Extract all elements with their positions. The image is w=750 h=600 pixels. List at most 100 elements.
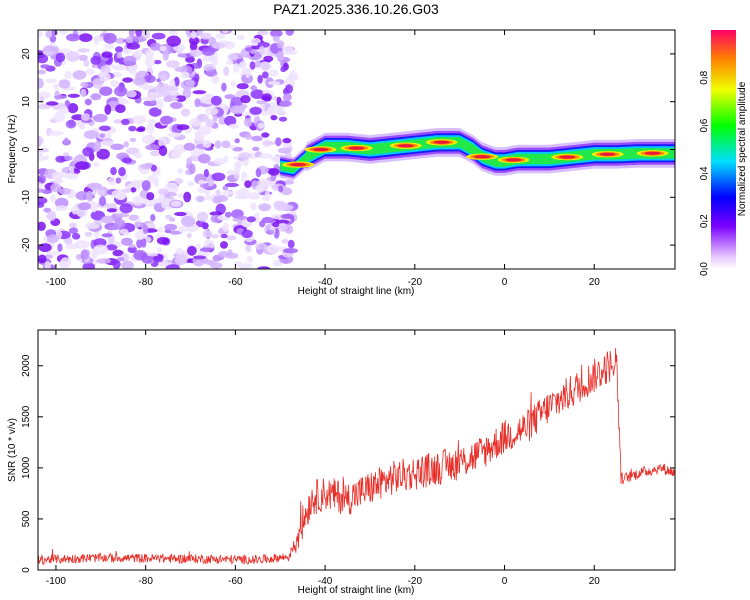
noise-blob [222,185,229,191]
noise-blob [64,172,79,180]
noise-blob [185,56,195,63]
snr-y-tick-label: 2000 [21,354,32,377]
noise-blob [111,64,126,71]
noise-blob [38,182,43,189]
noise-blob [162,49,169,61]
snr-x-ticks: -100 -80 -60 -40 -20 0 20 [46,330,600,587]
noise-blob [54,197,69,208]
noise-blob [200,32,212,40]
noise-blob [234,260,243,267]
noise-blob [101,51,113,58]
noise-blob [72,70,87,80]
noise-blob [211,42,226,49]
noise-blob [154,198,162,204]
spectrogram-y-tick-label: -20 [21,237,32,252]
noise-blob [289,209,297,216]
noise-blob [151,32,166,40]
noise-blob [254,60,261,68]
spectrogram-y-tick-label: -10 [21,190,32,205]
snr-x-tick-label: 20 [589,576,601,587]
noise-blob [52,83,60,90]
noise-blob [66,33,81,42]
noise-blob [110,80,120,88]
noise-blob [142,30,150,40]
noise-blob [117,97,125,103]
noise-blob [230,105,246,115]
noise-blob [227,249,233,257]
noise-blob [98,196,107,207]
noise-blob [78,54,88,62]
noise-blob [129,137,137,143]
noise-blob [164,223,178,231]
noise-blob [208,180,214,187]
noise-blob [214,140,222,149]
noise-blob [280,66,287,73]
noise-blob [123,55,137,66]
noise-blob [177,168,184,174]
noise-blob [47,210,57,221]
noise-blob [132,195,144,206]
noise-blob [266,229,275,235]
noise-blob [261,71,269,79]
noise-blob [121,260,134,269]
noise-blob [181,216,196,227]
noise-blob [197,179,206,185]
noise-blob [244,133,253,140]
snr-y-tick-label: 1500 [21,405,32,428]
noise-blob [145,144,160,151]
noise-blob [38,31,43,38]
noise-blob [93,140,102,152]
noise-blob [103,32,117,44]
spectrogram-content [38,30,675,269]
noise-blob [96,258,111,264]
noise-blob [126,147,140,155]
snr-y-tick-label: 1000 [21,456,32,479]
noise-blob [46,101,59,106]
noise-blob [194,73,200,83]
noise-blob [276,50,284,61]
noise-blob [148,91,159,97]
noise-blob [189,49,203,57]
noise-blob [238,152,252,159]
noise-blob [67,93,80,98]
noise-blob [106,208,118,213]
noise-blob [74,161,90,170]
noise-blob [44,254,54,259]
noise-blob [38,69,46,75]
noise-blob [99,133,106,138]
noise-blob [48,130,64,136]
noise-blob [205,69,218,77]
noise-blob [68,166,75,176]
spectrogram-x-tick-label: 0 [502,277,508,288]
noise-blob [252,146,260,152]
noise-blob [278,185,284,193]
noise-blob [79,122,86,131]
noise-blob [93,113,108,123]
noise-blob [259,220,266,228]
noise-blob [176,124,190,131]
spectrogram-x-tick-label: -100 [46,277,66,288]
noise-blob [255,242,268,250]
noise-blob [80,249,89,260]
noise-blob [283,179,294,185]
noise-blob [282,93,292,102]
noise-blob [268,69,279,77]
noise-blob [186,232,192,239]
noise-blob [112,259,121,269]
noise-blob [283,248,298,254]
noise-blob [236,83,249,90]
snr-series-line [38,347,675,566]
noise-blob [64,70,72,80]
snr-panel: -100 -80 -60 -40 -20 0 20 0 500 1000 1500 2000 Hei… [7,329,676,596]
noise-blob [150,150,161,157]
noise-blob [133,152,142,159]
noise-blob [220,241,228,249]
noise-blob [270,30,283,38]
noise-blob [128,64,137,75]
noise-blob [245,69,251,78]
noise-blob [38,136,42,147]
noise-blob [97,189,105,196]
noise-blob [156,98,164,110]
noise-blob [68,227,79,234]
noise-blob [84,231,93,237]
